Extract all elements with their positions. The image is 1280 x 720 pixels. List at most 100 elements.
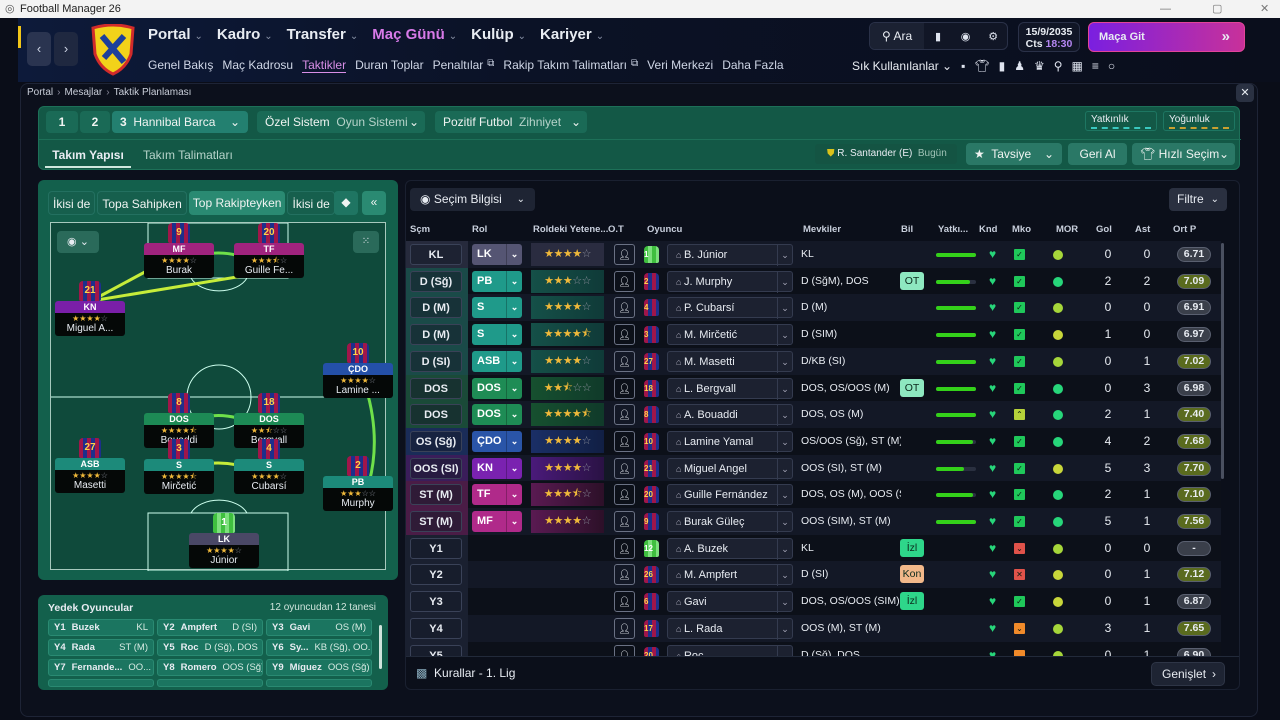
player-profile-icon[interactable]: 👤︎ <box>614 430 635 452</box>
role-dropdown[interactable]: S ⌄ <box>472 297 522 319</box>
advice-button[interactable]: ★ Tavsiye ⌄ <box>966 143 1062 165</box>
intensity-meter[interactable]: Yoğunluk <box>1163 111 1235 131</box>
column-header[interactable]: Bil <box>901 224 914 235</box>
status-badge[interactable]: OT <box>900 271 924 290</box>
sub-player[interactable]: Y1 Buzek KL <box>48 619 154 636</box>
column-header[interactable]: Ast <box>1135 224 1151 235</box>
bookmark-icon[interactable]: ▮ <box>934 30 942 43</box>
table-row[interactable]: Y3 👤︎ 6 ⌂ Gavi ⌄ DOS, OS/OOS (SIM) İzl ♥ ✓ 0 1 6.87 <box>406 588 1221 616</box>
sub-player[interactable]: Y6 Sy... KB (Sğ), OO... <box>266 639 372 656</box>
sub-player[interactable]: Y5 Roc D (Sğ), DOS <box>157 639 263 656</box>
player-dropdown[interactable]: ⌂ L. Rada ⌄ <box>667 617 793 640</box>
role-dropdown[interactable]: ASB ⌄ <box>472 350 522 372</box>
player-dropdown[interactable]: ⌂ B. Júnior ⌄ <box>667 244 793 266</box>
main-menu-item[interactable]: Transfer ⌄ <box>286 26 359 43</box>
role-dropdown[interactable]: LK ⌄ <box>472 244 522 265</box>
table-row[interactable]: Y1 👤︎ 12 ⌂ A. Buzek ⌄ KL İzl ♥ ⌄ 0 0 - <box>406 534 1221 562</box>
player-dropdown[interactable]: ⌂ J. Murphy ⌄ <box>667 270 793 293</box>
view-options-dropdown[interactable]: ◉ ⌄ <box>57 231 99 253</box>
phase-tab[interactable]: Topa Sahipken <box>97 191 187 215</box>
pitch-player[interactable]: 3 S ★★★★⯪ Mirčetić <box>144 439 214 494</box>
sub-menu-item[interactable]: Veri Merkezi <box>647 58 714 72</box>
selection-slot[interactable]: Y3 <box>410 591 462 613</box>
table-row[interactable]: DOS DOS ⌄ ★★★★⯪ 👤︎ 8 ⌂ A. Bouaddi ⌄ DOS, OS (M) ♥… <box>406 401 1221 429</box>
table-row[interactable]: D (Sğ) PB ⌄ ★★★☆☆ 👤︎ 2 ⌂ J. Murphy ⌄ D (SğM), DO… <box>406 267 1221 295</box>
player-profile-icon[interactable]: 👤︎ <box>614 644 635 656</box>
phase-tab[interactable]: Top Rakipteyken <box>188 191 286 215</box>
phase-tab[interactable]: İkisi de <box>48 191 96 215</box>
selection-slot[interactable]: OS (Sğ) <box>410 430 462 452</box>
player-dropdown[interactable]: ⌂ A. Buzek ⌄ <box>667 537 793 560</box>
game-date[interactable]: 15/9/2035 Cts 18:30 <box>1018 22 1080 52</box>
column-header[interactable]: Ort P <box>1173 224 1197 235</box>
selection-slot[interactable]: Y5 <box>410 644 462 656</box>
player-profile-icon[interactable]: 👤︎ <box>614 377 635 399</box>
role-dropdown[interactable]: TF ⌄ <box>472 484 522 506</box>
table-row[interactable]: Y2 👤︎ 26 ⌂ M. Ampfert ⌄ D (SI) Kon ♥ ✕ 0 1 7.12 <box>406 561 1221 589</box>
role-dropdown[interactable]: PB ⌄ <box>472 270 522 292</box>
sub-player[interactable]: Y3 Gavi OS (M) <box>266 619 372 636</box>
role-dropdown[interactable]: MF ⌄ <box>472 511 522 532</box>
role-dropdown[interactable]: ÇDO ⌄ <box>472 430 522 452</box>
main-menu-item[interactable]: Kadro ⌄ <box>216 26 273 43</box>
expand-button[interactable]: Genişlet › <box>1151 662 1225 686</box>
tactic-slot-2[interactable]: 2 <box>80 111 110 133</box>
collapse-icon[interactable]: « <box>362 191 386 215</box>
grid-icon[interactable]: ⁙ <box>353 231 379 253</box>
column-header[interactable]: MOR <box>1056 224 1079 235</box>
table-row[interactable]: Y4 👤︎ 17 ⌂ L. Rada ⌄ OOS (M), ST (M) ♥ ⌄ 3 1 7.65 <box>406 614 1221 642</box>
pitch-player[interactable]: 2 PB ★★★☆☆ Murphy <box>323 456 393 511</box>
undo-button[interactable]: Geri Al <box>1068 143 1127 165</box>
filter-button[interactable]: Filtre ⌄ <box>1169 188 1227 211</box>
status-badge[interactable]: İzl <box>900 538 924 557</box>
player-dropdown[interactable]: ⌂ M. Ampfert ⌄ <box>667 564 793 587</box>
player-profile-icon[interactable]: 👤︎ <box>614 591 635 613</box>
column-header[interactable]: Rol <box>472 224 488 235</box>
search-button[interactable]: ⚲ Ara <box>870 23 925 49</box>
player-dropdown[interactable]: ⌂ Lamine Yamal ⌄ <box>667 430 793 453</box>
system-dropdown[interactable]: Özel Sistem Oyun Sistemi ⌄ <box>257 111 425 133</box>
breadcrumb-item[interactable]: Mesajlar <box>64 87 103 98</box>
go-to-match-button[interactable]: Maça Git» <box>1088 22 1245 52</box>
player-dropdown[interactable]: ⌂ L. Bergvall ⌄ <box>667 377 793 400</box>
refresh-icon[interactable]: ○ <box>1107 59 1116 73</box>
sub-menu-item[interactable]: Genel Bakış <box>148 58 214 72</box>
role-dropdown[interactable]: DOS ⌄ <box>472 404 522 426</box>
player-profile-icon[interactable]: 👤︎ <box>614 324 635 346</box>
tactic-slot-1[interactable]: 1 <box>46 111 78 133</box>
minimize-button[interactable]: — <box>1160 3 1171 15</box>
pitch-player[interactable]: 20 TF ★★★⯪☆ Guille Fe... <box>234 223 304 278</box>
table-row[interactable]: ST (M) MF ⌄ ★★★★☆ 👤︎ 9 ⌂ Burak Güleç ⌄ OOS (SIM)… <box>406 508 1221 535</box>
table-row[interactable]: D (M) S ⌄ ★★★★⯪ 👤︎ 3 ⌂ M. Mirčetić ⌄ D (SIM) ♥ ✓ 1 0… <box>406 321 1221 349</box>
selection-slot[interactable]: D (M) <box>410 324 462 346</box>
sub-player[interactable] <box>266 679 372 687</box>
selection-slot[interactable]: KL <box>410 244 462 265</box>
pitch-player[interactable]: 4 S ★★★★☆ Cubarsí <box>234 439 304 494</box>
injury-icon[interactable]: ▮ <box>998 59 1006 73</box>
trophy-icon[interactable]: ♛ <box>1033 59 1045 73</box>
status-badge[interactable]: OT <box>900 378 924 397</box>
sub-player[interactable]: Y2 Ampfert D (SI) <box>157 619 263 636</box>
phase-tab[interactable]: İkisi de <box>287 191 335 215</box>
staff-icon[interactable]: ♟ <box>1014 59 1025 73</box>
sub-player[interactable]: Y8 Romero OOS (Sğ) <box>157 659 263 676</box>
selection-slot[interactable]: ST (M) <box>410 511 462 532</box>
column-header[interactable]: Roldeki Yetene... <box>533 224 609 235</box>
column-header[interactable]: O.T <box>608 224 624 235</box>
table-row[interactable]: OS (Sğ) ÇDO ⌄ ★★★★☆ 👤︎ 10 ⌂ Lamine Yamal ⌄ OS/OO… <box>406 427 1221 455</box>
player-dropdown[interactable]: ⌂ Guille Fernández ⌄ <box>667 484 793 507</box>
column-header[interactable]: Sçm <box>410 224 431 235</box>
maximize-button[interactable]: ▢ <box>1212 3 1223 15</box>
player-dropdown[interactable]: ⌂ A. Bouaddi ⌄ <box>667 404 793 427</box>
player-dropdown[interactable]: ⌂ Miguel Angel ⌄ <box>667 457 793 480</box>
selection-slot[interactable]: OOS (SI) <box>410 457 462 479</box>
selection-slot[interactable]: D (Sğ) <box>410 270 462 292</box>
role-dropdown[interactable]: KN ⌄ <box>472 457 522 479</box>
player-profile-icon[interactable]: 👤︎ <box>614 457 635 479</box>
sub-player[interactable] <box>157 679 263 687</box>
player-dropdown[interactable]: ⌂ Gavi ⌄ <box>667 591 793 614</box>
main-menu-item[interactable]: Kulüp ⌄ <box>471 26 527 43</box>
player-profile-icon[interactable]: 👤︎ <box>614 484 635 506</box>
pitch-player[interactable]: 10 ÇDO ★★★★☆ Lamine ... <box>323 343 393 398</box>
player-profile-icon[interactable]: 👤︎ <box>614 350 635 372</box>
